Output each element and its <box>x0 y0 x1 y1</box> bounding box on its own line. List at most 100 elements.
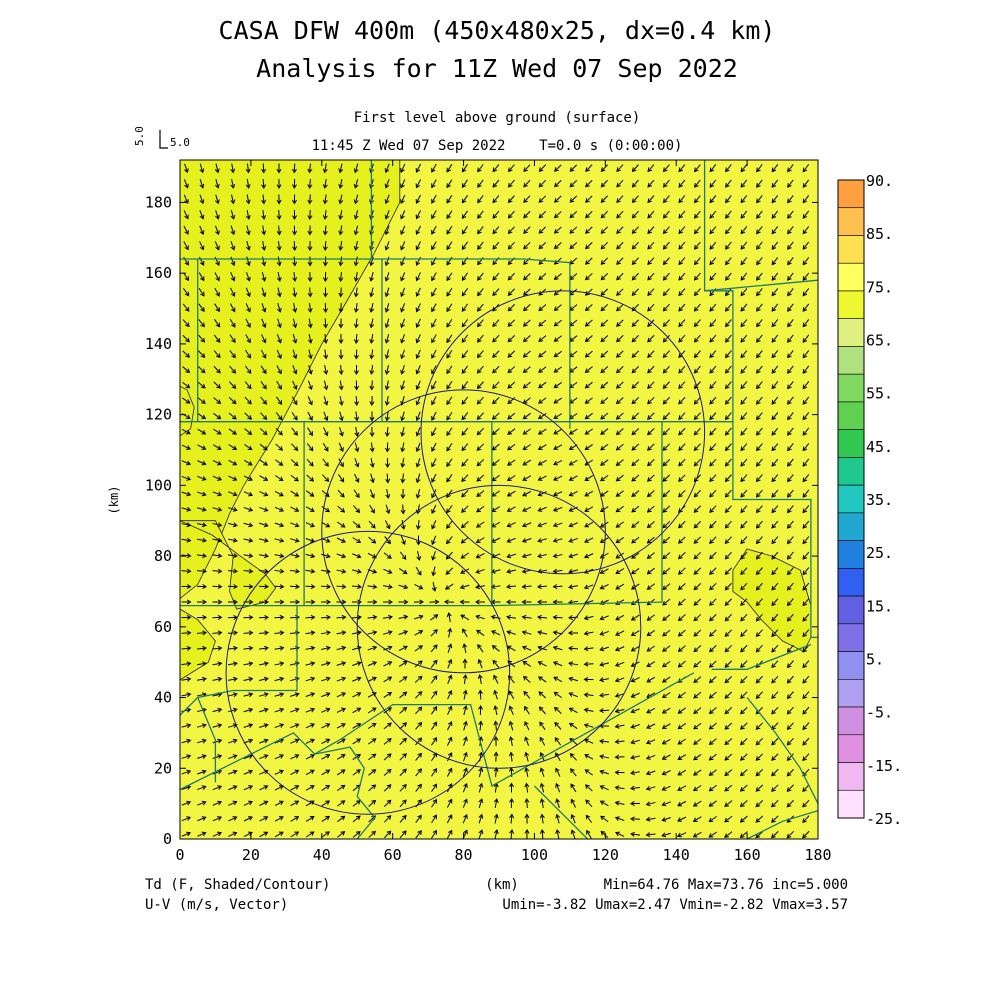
wind-vector-head <box>724 539 730 545</box>
wind-vector <box>630 786 641 790</box>
wind-vector <box>278 225 280 235</box>
wind-vector <box>461 396 469 405</box>
wind-vector <box>537 585 548 588</box>
wind-vector <box>771 412 779 420</box>
wind-vector-head <box>248 738 254 744</box>
wind-vector <box>415 768 422 777</box>
wind-vector-head <box>384 168 390 174</box>
wind-vector <box>631 381 640 389</box>
wind-vector-head <box>492 244 498 250</box>
wind-vector-head <box>662 353 668 359</box>
wind-vector-head <box>400 494 406 499</box>
wind-vector <box>709 707 717 714</box>
wind-vector <box>787 396 794 405</box>
wind-vector-head <box>248 568 254 574</box>
wind-vector <box>740 691 748 699</box>
wind-vector-head <box>202 661 207 667</box>
wind-vector-head <box>709 368 715 374</box>
wind-vector-head <box>246 369 252 374</box>
wind-vector <box>678 598 686 606</box>
wind-vector <box>446 505 453 513</box>
wind-vector-head <box>186 491 192 497</box>
wind-vector <box>646 707 656 714</box>
wind-vector <box>274 554 284 557</box>
wind-vector-head <box>662 337 668 343</box>
wind-vector <box>771 381 779 389</box>
wind-vector-head <box>263 661 269 667</box>
wind-vector <box>554 319 562 327</box>
wind-vector <box>199 210 204 219</box>
wind-vector <box>584 490 594 497</box>
wind-vector-head <box>584 769 590 774</box>
wind-vector <box>321 800 330 807</box>
wind-vector <box>522 631 532 635</box>
wind-vector <box>386 426 389 437</box>
wind-vector-head <box>461 167 467 173</box>
wind-vector <box>787 737 794 746</box>
wind-vector-head <box>217 553 223 559</box>
wind-vector-head <box>310 568 316 574</box>
wind-vector-head <box>341 568 347 574</box>
wind-vector <box>709 226 717 234</box>
wind-vector <box>600 568 609 574</box>
wind-vector <box>693 520 702 529</box>
wind-vector-head <box>570 783 575 789</box>
wind-vector <box>477 427 484 436</box>
wind-vector-head <box>615 384 621 389</box>
wind-vector <box>432 551 436 560</box>
wind-vector-head <box>709 539 714 544</box>
wind-vector-head <box>447 814 453 820</box>
wind-vector-head <box>276 168 282 174</box>
wind-vector-head <box>771 740 776 746</box>
wind-vector <box>771 334 779 343</box>
wind-vector-head <box>662 291 668 297</box>
wind-vector-head <box>431 400 436 406</box>
wind-vector-head <box>217 614 223 620</box>
wind-vector-head <box>400 245 405 251</box>
wind-vector <box>647 303 655 312</box>
wind-vector-head <box>786 787 792 792</box>
wind-vector <box>259 506 268 512</box>
wind-vector-head <box>693 306 699 312</box>
y-tick-label: 180 <box>145 193 172 211</box>
wind-vector <box>400 287 406 297</box>
wind-vector-head <box>477 689 483 695</box>
county-boundary <box>197 697 217 783</box>
wind-vector-head <box>307 199 313 205</box>
wind-vector <box>787 536 794 544</box>
wind-vector-head <box>400 276 405 282</box>
wind-vector <box>368 536 376 544</box>
wind-vector-head <box>231 414 237 420</box>
wind-vector-head <box>215 322 221 328</box>
wind-vector <box>802 753 810 761</box>
wind-vector <box>336 646 346 651</box>
wind-vector-head <box>447 690 453 695</box>
wind-vector <box>507 319 516 327</box>
wind-vector <box>523 366 531 373</box>
wind-vector <box>677 738 687 745</box>
wind-vector-head <box>724 523 730 529</box>
wind-vector <box>415 830 422 839</box>
wind-vector <box>385 256 390 266</box>
wind-vector <box>430 614 438 621</box>
wind-vector-head <box>802 338 808 343</box>
wind-vector-head <box>583 630 589 636</box>
wind-vector <box>290 522 299 527</box>
wind-vector <box>431 473 437 483</box>
wind-vector <box>446 380 453 390</box>
wind-vector <box>709 567 717 575</box>
wind-vector-head <box>584 399 590 404</box>
wind-vector <box>416 194 421 204</box>
wind-vector <box>569 569 578 573</box>
wind-vector-head <box>278 446 284 451</box>
wind-vector <box>461 334 469 343</box>
wind-vector-head <box>432 644 438 650</box>
wind-vector-head <box>802 214 808 219</box>
wind-vector-head <box>554 737 560 742</box>
colorbar-swatch <box>837 235 865 264</box>
wind-vector <box>771 443 779 451</box>
wind-vector-head <box>615 631 621 636</box>
wind-vector <box>492 179 500 188</box>
wind-vector <box>540 783 545 793</box>
wind-vector <box>292 334 297 343</box>
